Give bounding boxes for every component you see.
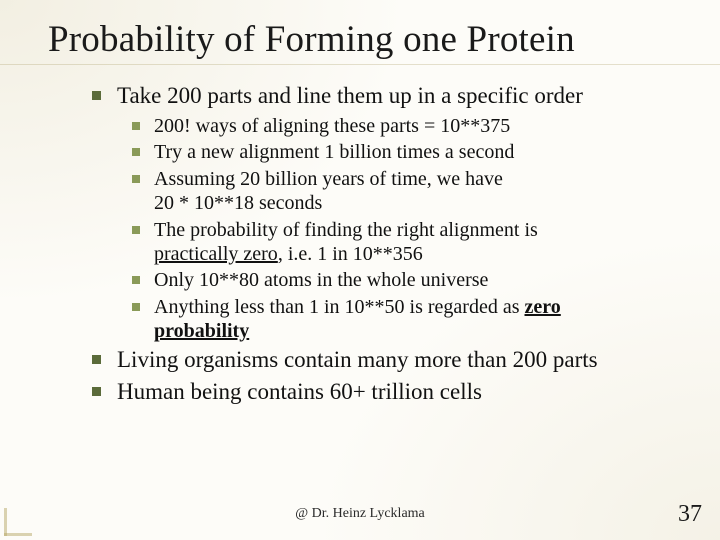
list-text: Living organisms contain many more than … (117, 346, 680, 374)
text-fragment: 20 * 10**18 seconds (154, 192, 322, 214)
list-text: Assuming 20 billion years of time, we ha… (154, 167, 680, 216)
bullet-icon (132, 148, 140, 156)
bullet-icon (132, 303, 140, 311)
text-fragment: , i.e. 1 in 10**356 (278, 243, 423, 265)
bullet-icon (132, 226, 140, 234)
bullet-icon (92, 387, 101, 396)
bullet-icon (132, 175, 140, 183)
corner-ornament-icon (4, 508, 32, 536)
slide-body: Take 200 parts and line them up in a spe… (92, 82, 680, 410)
list-item: Living organisms contain many more than … (92, 346, 680, 374)
bullet-icon (132, 122, 140, 130)
bullet-icon (132, 276, 140, 284)
bullet-icon (92, 355, 101, 364)
text-underline-bold: zero (525, 296, 561, 318)
list-text: Human being contains 60+ trillion cells (117, 378, 680, 406)
text-fragment: The probability of finding the right ali… (154, 219, 538, 241)
list-text: Only 10**80 atoms in the whole universe (154, 268, 680, 292)
list-item: Anything less than 1 in 10**50 is regard… (132, 295, 680, 344)
text-underline-bold: probability (154, 320, 249, 342)
list-item: Only 10**80 atoms in the whole universe (132, 268, 680, 292)
list-item: Try a new alignment 1 billion times a se… (132, 140, 680, 164)
list-text: The probability of finding the right ali… (154, 218, 680, 267)
text-underline: practically zero (154, 243, 278, 265)
list-item: Assuming 20 billion years of time, we ha… (132, 167, 680, 216)
list-item: Human being contains 60+ trillion cells (92, 378, 680, 406)
bullet-icon (92, 91, 101, 100)
text-fragment: Anything less than 1 in 10**50 is regard… (154, 296, 525, 318)
list-item: Take 200 parts and line them up in a spe… (92, 82, 680, 110)
list-text: Anything less than 1 in 10**50 is regard… (154, 295, 680, 344)
text-fragment: Assuming 20 billion years of time, we ha… (154, 168, 503, 190)
list-text: 200! ways of aligning these parts = 10**… (154, 114, 680, 138)
slide: Probability of Forming one Protein Take … (0, 0, 720, 540)
slide-title: Probability of Forming one Protein (48, 18, 700, 61)
list-item: The probability of finding the right ali… (132, 218, 680, 267)
list-text: Try a new alignment 1 billion times a se… (154, 140, 680, 164)
footer-credit: @ Dr. Heinz Lycklama (0, 506, 720, 522)
page-number: 37 (678, 501, 702, 528)
list-text: Take 200 parts and line them up in a spe… (117, 82, 680, 110)
list-item: 200! ways of aligning these parts = 10**… (132, 114, 680, 138)
